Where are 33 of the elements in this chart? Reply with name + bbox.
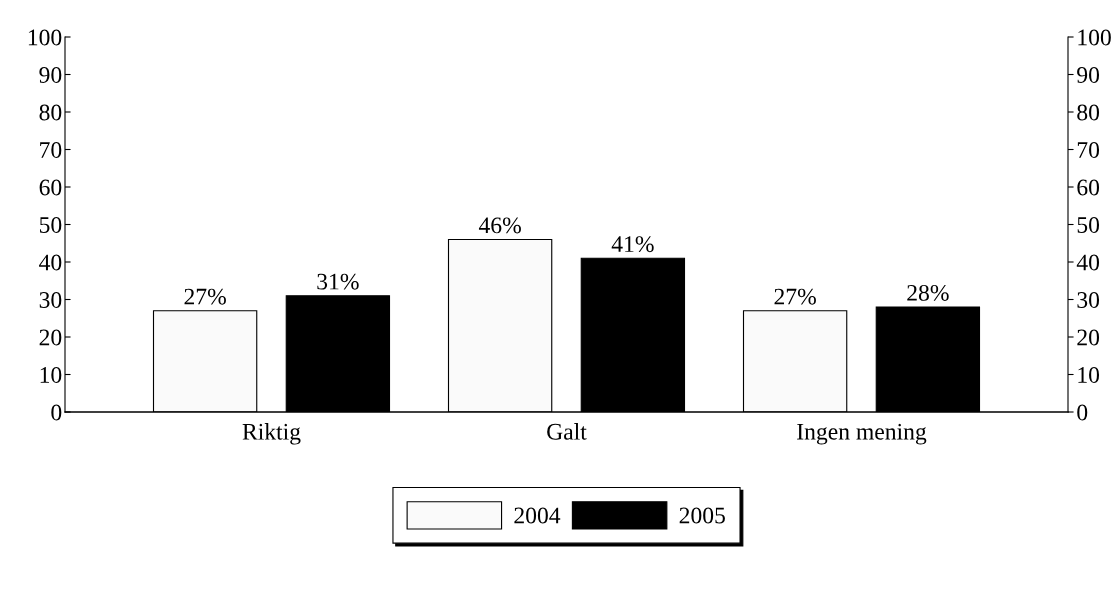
data-label: 41% xyxy=(611,236,654,253)
legend-label: 2005 xyxy=(679,507,725,524)
y-tick-label: 0 xyxy=(51,404,62,421)
data-label: 27% xyxy=(774,288,816,305)
y2-tick-label: 90 xyxy=(1077,66,1100,83)
y2-tick-label: 100 xyxy=(1078,29,1111,46)
y2-tick-label: 70 xyxy=(1077,141,1100,158)
x-tick-label: Ingen mening xyxy=(797,423,927,445)
y-tick-label: 30 xyxy=(39,291,62,308)
legend-label: 2004 xyxy=(514,507,561,524)
x-tick-label: Galt xyxy=(547,423,587,440)
y-tick-label: 100 xyxy=(28,29,62,46)
y2-tick-label: 60 xyxy=(1077,179,1100,196)
y-tick-label: 80 xyxy=(39,104,62,121)
data-label: 28% xyxy=(907,284,949,301)
y-tick-label: 70 xyxy=(40,141,62,158)
data-label: 31% xyxy=(317,273,359,290)
y2-tick-label: 80 xyxy=(1077,104,1100,121)
y2-tick-label: 10 xyxy=(1078,366,1100,383)
data-label: 27% xyxy=(184,288,226,305)
y-tick-label: 40 xyxy=(39,254,62,271)
y-tick-label: 60 xyxy=(39,179,62,196)
y2-tick-label: 0 xyxy=(1077,404,1088,421)
y2-tick-label: 50 xyxy=(1077,216,1100,233)
y2-tick-label: 20 xyxy=(1077,329,1100,346)
x-tick-label: Riktig xyxy=(242,423,301,445)
y2-tick-label: 30 xyxy=(1077,291,1100,308)
y-tick-label: 50 xyxy=(39,216,62,233)
y2-tick-label: 40 xyxy=(1076,254,1100,271)
y-tick-label: 90 xyxy=(39,66,62,83)
data-label: 46% xyxy=(478,217,521,234)
y-tick-label: 20 xyxy=(39,329,62,346)
y-tick-label: 10 xyxy=(40,366,62,383)
